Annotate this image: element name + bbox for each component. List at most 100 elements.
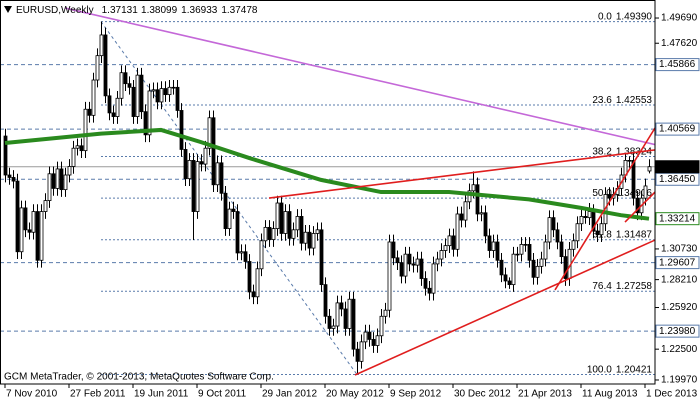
- candle-body: [179, 110, 184, 150]
- candle-body: [175, 86, 180, 111]
- candle-body: [483, 212, 488, 237]
- candle-body: [355, 348, 360, 362]
- candle-body: [367, 331, 372, 340]
- candle-body: [599, 223, 604, 236]
- candle-body: [211, 117, 216, 186]
- candle-body: [267, 226, 272, 240]
- copyright: GCM MetaTrader, © 2001-2013, MetaQuotes …: [4, 372, 274, 383]
- candle-body: [163, 88, 168, 96]
- candle-body: [527, 244, 532, 261]
- candle-body: [447, 235, 452, 247]
- candle-body: [583, 216, 588, 219]
- candle-body: [11, 177, 16, 182]
- candle-body: [111, 112, 116, 117]
- candle-body: [299, 216, 304, 244]
- candle-body: [523, 244, 528, 246]
- fib-price: 1.27258: [616, 281, 653, 292]
- candle-body: [279, 202, 284, 234]
- candle-body: [171, 86, 176, 89]
- candle-body: [535, 265, 540, 278]
- candle-body: [503, 274, 508, 282]
- candle-body: [199, 161, 204, 165]
- candle-body: [399, 262, 404, 277]
- candle-body: [631, 159, 636, 199]
- x-tick-label: 9 Sep 2012: [390, 389, 442, 400]
- x-tick-label: 11 Aug 2013: [582, 389, 638, 400]
- candle-body: [75, 145, 80, 149]
- candle-body: [539, 258, 544, 267]
- candle-body: [251, 291, 256, 298]
- candle-body: [375, 335, 380, 346]
- candle-body: [319, 229, 324, 286]
- candle-body: [427, 287, 432, 294]
- candle-body: [315, 229, 320, 234]
- candle-body: [383, 309, 388, 317]
- candle-body: [51, 173, 56, 189]
- candle-body: [547, 217, 552, 243]
- price-label: 1.37478: [659, 161, 696, 172]
- candle-body: [83, 108, 88, 152]
- candle-body: [647, 166, 652, 172]
- last-low: 1.36933: [181, 5, 218, 16]
- candle-body: [627, 159, 632, 162]
- candle-body: [487, 235, 492, 251]
- candle-body: [303, 231, 308, 244]
- symbol: EURUSD,Weekly: [16, 5, 94, 16]
- candle-body: [363, 331, 368, 343]
- level-box: [655, 58, 700, 72]
- candle-body: [311, 233, 316, 249]
- candle-body: [499, 259, 504, 276]
- candle-body: [443, 245, 448, 251]
- candle-body: [519, 244, 524, 255]
- x-tick-label: 27 Feb 2011: [70, 389, 126, 400]
- candle-body: [515, 253, 520, 256]
- candle-body: [191, 159, 196, 212]
- x-tick-label: 9 Oct 2011: [198, 389, 247, 400]
- candle-body: [587, 211, 592, 219]
- fib-price: 1.31487: [616, 229, 653, 240]
- candle-body: [151, 89, 156, 92]
- candle-body: [423, 278, 428, 289]
- candle-body: [23, 207, 28, 231]
- candle-body: [31, 211, 36, 233]
- candle-body: [415, 258, 420, 266]
- fib-price: 1.38324: [616, 146, 653, 157]
- candle-body: [507, 280, 512, 286]
- candle-body: [511, 253, 516, 286]
- candle-body: [103, 34, 108, 97]
- ma-box: [655, 212, 700, 226]
- candle-body: [3, 135, 8, 176]
- candle-body: [27, 229, 32, 233]
- candle-body: [207, 117, 212, 149]
- candle-body: [403, 253, 408, 277]
- fib-pct: 0.0: [598, 11, 612, 22]
- candle-body: [575, 223, 580, 242]
- fib-price: 1.20421: [616, 364, 653, 375]
- candle-body: [387, 241, 392, 311]
- price-box: [655, 160, 700, 174]
- candle-body: [391, 241, 396, 259]
- level-box: [655, 256, 700, 270]
- x-tick-label: 19 Jun 2011: [134, 389, 189, 400]
- candle-body: [339, 302, 344, 310]
- fib-pct: 100.0: [587, 364, 612, 375]
- level-label: 1.45866: [659, 59, 696, 70]
- candle-body: [47, 173, 52, 201]
- trend-line: [354, 239, 655, 376]
- candle-body: [323, 284, 328, 317]
- candle-body: [451, 235, 456, 250]
- candle-body: [223, 192, 228, 229]
- candle-body: [107, 95, 112, 114]
- candle-body: [7, 174, 12, 178]
- candle-body: [239, 251, 244, 254]
- y-tick-label: 1.25920: [661, 302, 698, 313]
- trend-line: [64, 7, 655, 146]
- trend-line: [268, 149, 655, 199]
- y-tick-label: 1.49690: [661, 13, 698, 24]
- candle-body: [131, 86, 136, 117]
- candle-body: [159, 88, 164, 103]
- candle-body: [543, 241, 548, 260]
- y-tick-label: 1.22500: [661, 344, 698, 355]
- candle-body: [327, 315, 332, 329]
- candle-body: [215, 162, 220, 186]
